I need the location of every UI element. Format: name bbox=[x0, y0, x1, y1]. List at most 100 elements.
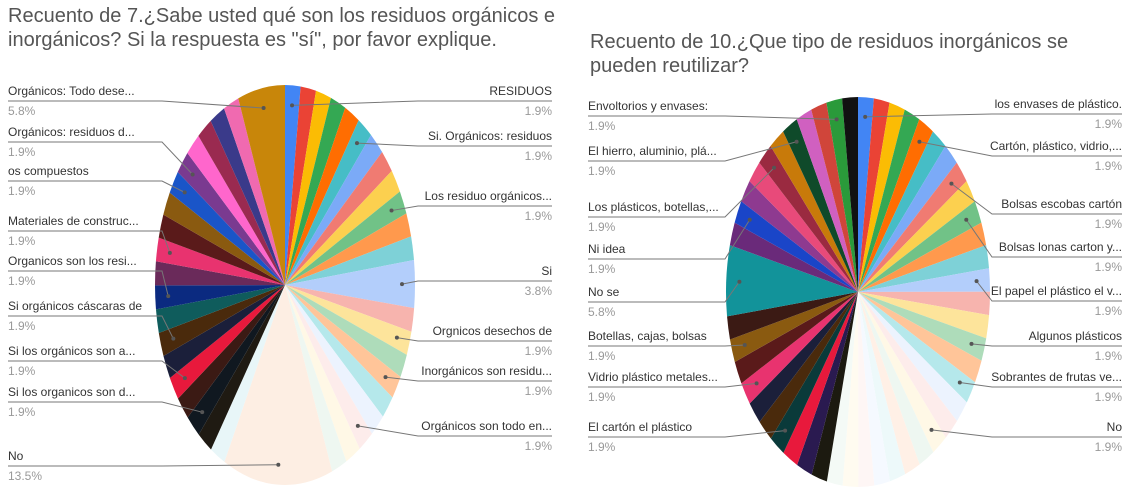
slice-label: Algunos plásticos bbox=[1029, 329, 1122, 343]
slice-value: 1.9% bbox=[525, 104, 553, 118]
leader-dot bbox=[742, 342, 747, 347]
slice-label: Organicos son los resi... bbox=[8, 254, 137, 268]
pie-slice bbox=[285, 135, 383, 285]
pie-slice bbox=[198, 285, 285, 450]
slice-value: 1.9% bbox=[525, 344, 553, 358]
leader-line bbox=[8, 315, 174, 339]
pie-slice bbox=[238, 85, 285, 285]
pie-slice bbox=[858, 181, 975, 292]
pie-slice bbox=[155, 285, 285, 334]
pie-slice bbox=[858, 131, 946, 292]
pie-slice bbox=[783, 119, 858, 292]
pie-slice bbox=[811, 292, 858, 482]
pie-slice bbox=[211, 285, 285, 462]
leader-line bbox=[588, 219, 751, 260]
pie-slice bbox=[285, 120, 371, 286]
slice-label: Inorgánicos son residu... bbox=[421, 364, 552, 378]
leader-line bbox=[396, 337, 552, 342]
leader-line bbox=[8, 360, 186, 379]
pie-slice bbox=[155, 237, 285, 285]
leader-dot bbox=[276, 462, 281, 467]
pie-slice bbox=[858, 292, 890, 486]
pie-slice bbox=[842, 292, 859, 487]
slice-label: El hierro, aluminio, plá... bbox=[588, 144, 717, 158]
slice-label: Envoltorios y envases: bbox=[588, 99, 708, 113]
pie-slice bbox=[826, 98, 858, 292]
leader-line bbox=[971, 343, 1122, 347]
leader-dot bbox=[794, 139, 799, 144]
leader-dot bbox=[399, 282, 404, 287]
slice-label: Ni idea bbox=[588, 242, 626, 256]
slice-label: Si orgánicos cáscaras de bbox=[8, 299, 142, 313]
leader-line bbox=[8, 180, 185, 193]
chart-title: Recuento de 7.¿Sabe usted qué son los re… bbox=[8, 5, 556, 51]
pie-slice bbox=[163, 285, 285, 378]
pie-slice bbox=[749, 292, 858, 422]
pie-slice bbox=[158, 285, 285, 357]
leader-line bbox=[401, 280, 552, 285]
pie-slice bbox=[729, 222, 858, 292]
pie-slice bbox=[163, 192, 285, 285]
pie-slice bbox=[177, 285, 285, 418]
leader-dot bbox=[969, 341, 974, 346]
pie-slice bbox=[285, 107, 359, 285]
leader-line bbox=[356, 142, 552, 147]
pie-slice bbox=[169, 171, 285, 285]
pie-slice bbox=[770, 292, 858, 453]
leader-dot bbox=[389, 208, 394, 213]
pie-slice bbox=[285, 285, 383, 434]
leader-line bbox=[292, 100, 552, 106]
pie-slice bbox=[858, 292, 875, 487]
slice-label: os compuestos bbox=[8, 164, 89, 178]
pie-slice bbox=[858, 162, 967, 292]
leader-line bbox=[588, 344, 745, 347]
pie-slice bbox=[224, 285, 333, 485]
pie-slice bbox=[187, 135, 285, 285]
pie-slice bbox=[727, 292, 858, 340]
slice-label: RESIDUOS bbox=[489, 84, 552, 98]
pie-slice bbox=[285, 285, 401, 398]
leader-line bbox=[588, 141, 797, 162]
slice-value: 1.9% bbox=[588, 119, 616, 133]
pie-slice bbox=[285, 285, 415, 332]
pie-slice bbox=[770, 131, 858, 292]
pie-slice bbox=[285, 151, 392, 285]
pie-slice bbox=[842, 97, 858, 292]
leader-line bbox=[965, 219, 1122, 258]
leader-line bbox=[919, 141, 1122, 157]
slice-label: Si los organicos son d... bbox=[8, 385, 135, 399]
pie-slice bbox=[285, 213, 412, 285]
pie-slice bbox=[783, 292, 858, 465]
leader-line bbox=[588, 167, 775, 218]
pie-slice bbox=[858, 292, 920, 475]
slice-label: Sobrantes de frutas ve... bbox=[991, 370, 1122, 384]
pie-slice bbox=[858, 97, 874, 292]
pie-slice bbox=[155, 261, 285, 286]
pie-slice bbox=[177, 152, 285, 285]
pie-slice bbox=[858, 292, 906, 482]
leader-dot bbox=[964, 217, 969, 222]
slice-label: Los plásticos, botellas,... bbox=[588, 200, 719, 214]
slice-label: Orgánicos son todo en... bbox=[421, 419, 552, 433]
slice-value: 1.9% bbox=[8, 184, 36, 198]
pie-slice bbox=[858, 245, 990, 292]
leader-dot bbox=[355, 423, 360, 428]
pie-slice bbox=[858, 292, 934, 465]
leader-dot bbox=[354, 141, 359, 146]
slice-value: 13.5% bbox=[8, 469, 42, 483]
pie-slice bbox=[198, 120, 285, 285]
slice-value: 1.9% bbox=[1095, 304, 1123, 318]
pie-slice bbox=[285, 191, 407, 285]
slice-label: Orgánicos: Todo dese... bbox=[8, 84, 135, 98]
leader-line bbox=[385, 376, 552, 382]
leader-dot bbox=[834, 117, 839, 122]
pie-slice bbox=[858, 119, 933, 292]
pie-slice bbox=[169, 285, 285, 399]
slice-label: No bbox=[1107, 420, 1123, 434]
leader-dot bbox=[182, 190, 187, 195]
leader-dot bbox=[754, 381, 759, 386]
pie-slice bbox=[285, 85, 301, 285]
leader-line bbox=[8, 401, 203, 413]
slice-value: 1.9% bbox=[588, 440, 616, 454]
